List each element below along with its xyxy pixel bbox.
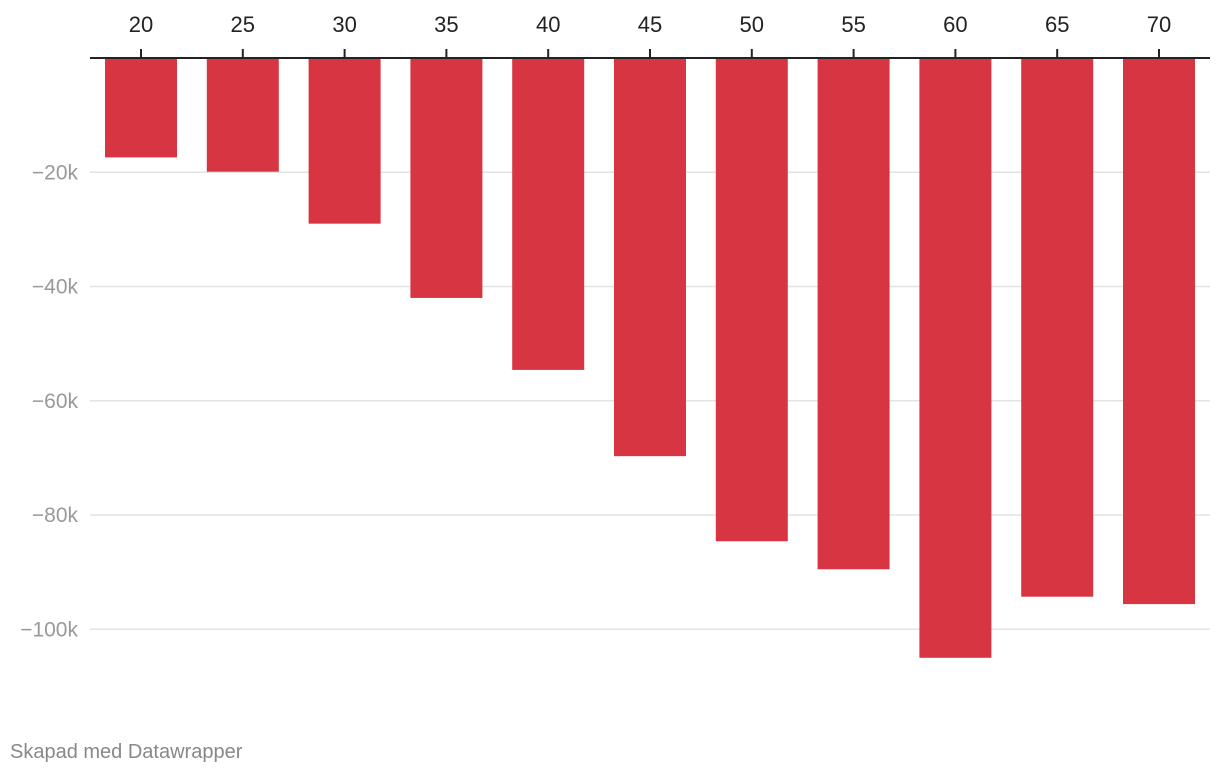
- y-tick-label: −40k: [32, 276, 79, 299]
- bars: [105, 58, 1195, 658]
- y-axis-ticks: −20k −40k −60k −80k −100k: [20, 161, 78, 641]
- x-tick-label: 45: [638, 12, 662, 37]
- x-tick-label: 60: [943, 12, 967, 37]
- bar: [410, 58, 483, 298]
- bar-chart: 20 25 30 35 40 45 50 55 60 65 70 −20k−40k−60k−80k−…: [20, 12, 1210, 658]
- bar: [614, 58, 686, 457]
- x-tick-label: 25: [231, 12, 255, 37]
- bar: [308, 58, 381, 224]
- bar: [1123, 58, 1195, 605]
- x-tick-label: 35: [434, 12, 458, 37]
- y-tick-label: −100k: [20, 618, 78, 641]
- x-tick-label: 50: [740, 12, 764, 37]
- bar: [919, 58, 992, 658]
- y-tick-label: −20k: [32, 161, 79, 184]
- bar: [512, 58, 585, 370]
- bar: [105, 58, 177, 158]
- y-tick-label: −80k: [32, 504, 79, 527]
- y-tick-label: −60k: [32, 390, 79, 413]
- x-tick-label: 65: [1045, 12, 1069, 37]
- x-tick-label: 30: [332, 12, 356, 37]
- bar: [817, 58, 890, 570]
- bar: [715, 58, 788, 542]
- x-tick-label: 55: [841, 12, 865, 37]
- bar: [1021, 58, 1094, 597]
- bar: [206, 58, 279, 172]
- x-tick-label: 70: [1147, 12, 1171, 37]
- datawrapper-credit[interactable]: Skapad med Datawrapper: [10, 741, 243, 763]
- x-axis-ticks: 20 25 30 35 40 45 50 55 60 65 70: [129, 12, 1171, 58]
- x-tick-label: 20: [129, 12, 153, 37]
- x-tick-label: 40: [536, 12, 560, 37]
